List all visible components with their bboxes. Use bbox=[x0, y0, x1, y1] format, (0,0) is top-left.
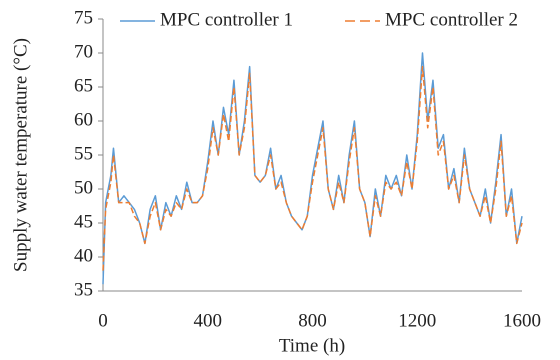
y-tick-label: 65 bbox=[74, 75, 93, 96]
legend-label: MPC controller 2 bbox=[385, 9, 518, 30]
y-tick-label: 55 bbox=[74, 143, 93, 164]
x-tick-label: 0 bbox=[98, 310, 108, 331]
y-tick-label: 50 bbox=[74, 177, 93, 198]
series-line bbox=[102, 52, 523, 285]
x-tick-label: 400 bbox=[194, 310, 223, 331]
series-line bbox=[102, 65, 523, 271]
x-tick-label: 800 bbox=[298, 310, 327, 331]
y-tick-label: 35 bbox=[74, 279, 93, 300]
y-tick-label: 75 bbox=[74, 7, 93, 28]
legend-label: MPC controller 1 bbox=[160, 9, 293, 30]
y-tick-label: 70 bbox=[74, 41, 93, 62]
y-tick-label: 60 bbox=[74, 109, 93, 130]
x-tick-label: 1200 bbox=[398, 310, 436, 331]
y-tick-label: 40 bbox=[74, 245, 93, 266]
y-tick-label: 45 bbox=[74, 211, 93, 232]
y-axis-label: Supply water temperature (°C) bbox=[10, 38, 31, 272]
x-axis-label: Time (h) bbox=[279, 335, 345, 356]
x-tick-label: 1600 bbox=[503, 310, 541, 331]
